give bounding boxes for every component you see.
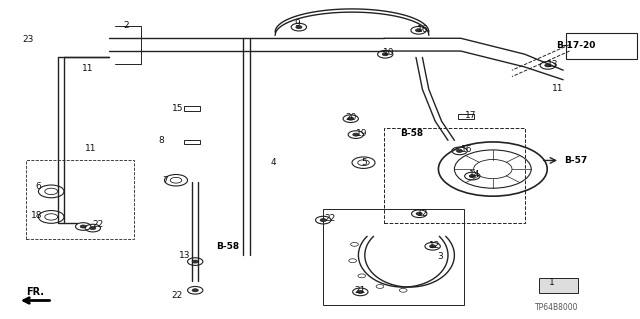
- Circle shape: [456, 149, 463, 152]
- Text: 19: 19: [356, 130, 367, 138]
- Circle shape: [296, 26, 302, 29]
- Circle shape: [357, 290, 364, 293]
- Text: 16: 16: [461, 145, 472, 154]
- Circle shape: [192, 260, 198, 263]
- Text: 15: 15: [172, 104, 183, 113]
- Text: 7: 7: [162, 176, 168, 185]
- Circle shape: [320, 219, 326, 222]
- Circle shape: [348, 117, 354, 120]
- Circle shape: [80, 225, 86, 228]
- Text: 11: 11: [82, 64, 93, 73]
- Circle shape: [382, 53, 388, 56]
- Text: B-57: B-57: [564, 156, 588, 165]
- Text: 13: 13: [547, 60, 558, 69]
- Bar: [458, 114, 474, 119]
- Text: B-58: B-58: [216, 242, 239, 251]
- Text: 14: 14: [469, 170, 481, 179]
- Text: 17: 17: [465, 111, 476, 120]
- Bar: [384, 128, 525, 223]
- Text: 3: 3: [437, 252, 443, 261]
- Text: 11: 11: [84, 144, 96, 153]
- FancyBboxPatch shape: [566, 33, 637, 59]
- Text: 8: 8: [159, 137, 164, 145]
- Bar: [184, 106, 200, 111]
- Circle shape: [469, 174, 476, 178]
- Text: FR.: FR.: [26, 287, 44, 297]
- Text: 22: 22: [324, 214, 336, 223]
- Circle shape: [415, 29, 422, 32]
- Text: 23: 23: [22, 35, 34, 44]
- Text: 18: 18: [31, 211, 42, 220]
- Text: 9: 9: [294, 19, 300, 28]
- Text: TP64B8000: TP64B8000: [535, 303, 579, 312]
- Text: B-17-20: B-17-20: [556, 41, 596, 50]
- Text: 20: 20: [346, 113, 357, 122]
- Text: 22: 22: [172, 291, 183, 300]
- Bar: [184, 140, 200, 144]
- Text: 10: 10: [383, 48, 394, 57]
- Text: 5: 5: [362, 158, 367, 167]
- Circle shape: [545, 64, 551, 67]
- Text: 11: 11: [552, 84, 563, 93]
- Circle shape: [353, 133, 359, 136]
- Text: 12: 12: [417, 209, 428, 218]
- Text: 12: 12: [429, 241, 440, 250]
- Circle shape: [192, 289, 198, 292]
- Text: 13: 13: [179, 251, 191, 260]
- Bar: [26, 160, 134, 239]
- FancyBboxPatch shape: [539, 278, 578, 293]
- Circle shape: [429, 245, 436, 248]
- Text: 22: 22: [93, 220, 104, 229]
- Text: 21: 21: [354, 286, 365, 295]
- Text: B-58: B-58: [401, 129, 424, 138]
- Text: 1: 1: [549, 278, 555, 287]
- Text: 4: 4: [271, 158, 276, 167]
- Text: 2: 2: [124, 21, 129, 30]
- Text: 6: 6: [35, 182, 41, 191]
- Circle shape: [90, 226, 96, 230]
- Bar: [323, 209, 464, 305]
- Circle shape: [416, 212, 422, 215]
- Text: 16: 16: [417, 25, 428, 34]
